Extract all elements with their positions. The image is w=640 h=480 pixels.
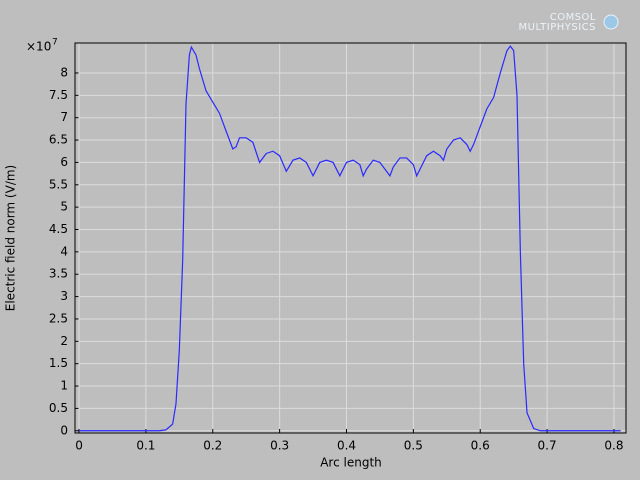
y-tick-label: 8 [60, 65, 68, 79]
y-tick-label: 0.5 [49, 401, 68, 415]
y-axis-label: Electric field norm (V/m) [4, 165, 18, 311]
x-tick-label: 0.6 [471, 439, 490, 453]
plot-frame [74, 42, 627, 434]
y-tick-label: 4 [60, 244, 68, 258]
y-tick-label: 1.5 [49, 356, 68, 370]
y-tick-label: 6.5 [49, 133, 68, 147]
y-tick-label: 7 [60, 110, 68, 124]
logo-text: COMSOL [550, 12, 596, 23]
logo-icon [603, 14, 619, 30]
x-tick-label: 0.2 [203, 439, 222, 453]
data-line [79, 45, 621, 432]
x-tick-label: 0.8 [604, 439, 623, 453]
y-tick-label: 1 [60, 379, 68, 393]
y-multiplier-exponent: 7 [52, 38, 58, 48]
y-tick-label: 3.5 [49, 267, 68, 281]
y-tick-label: 3 [60, 289, 68, 303]
x-tick-label: 0.5 [404, 439, 423, 453]
x-tick-label: 0.4 [337, 439, 356, 453]
y-tick-label: 0 [60, 423, 68, 437]
y-tick-label: 7.5 [49, 88, 68, 102]
y-tick-label: 5 [60, 200, 68, 214]
x-tick-label: 0 [75, 439, 83, 453]
x-tick-label: 0.7 [538, 439, 557, 453]
x-axis-label: Arc length [320, 456, 382, 470]
y-multiplier: ×10 [26, 40, 51, 54]
y-tick-label: 5.5 [49, 177, 68, 191]
y-tick-label: 2 [60, 334, 68, 348]
y-tick-label: 2.5 [49, 311, 68, 325]
x-tick-label: 0.3 [270, 439, 289, 453]
logo-text: MULTIPHYSICS [519, 22, 596, 33]
y-tick-label: 4.5 [49, 222, 68, 236]
x-tick-label: 0.1 [136, 439, 155, 453]
y-tick-label: 6 [60, 155, 68, 169]
